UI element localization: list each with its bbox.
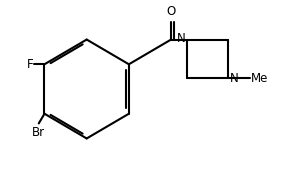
Text: Me: Me — [251, 72, 269, 85]
Text: N: N — [230, 72, 238, 85]
Text: Br: Br — [32, 125, 45, 138]
Text: O: O — [166, 5, 176, 18]
Text: N: N — [177, 32, 185, 45]
Text: F: F — [26, 58, 33, 71]
